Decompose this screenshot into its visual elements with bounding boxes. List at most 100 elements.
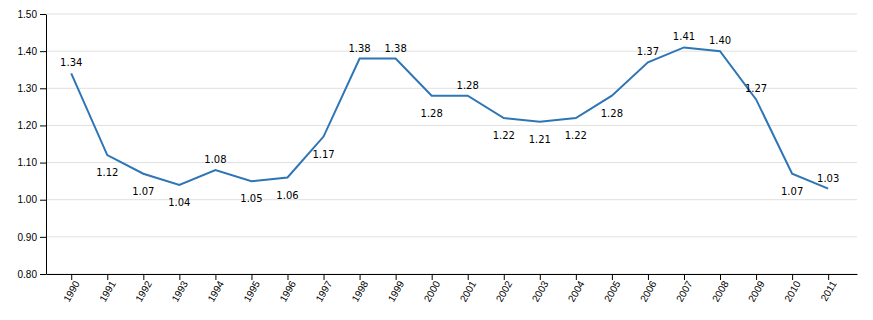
x-tick-label: 2001 (458, 279, 479, 304)
grid-line (46, 162, 857, 163)
x-tick-label: 2005 (602, 279, 623, 304)
x-tick: 1996 (277, 274, 298, 304)
x-tick: 2001 (458, 274, 479, 304)
y-axis-line (46, 15, 47, 275)
x-tick: 2007 (674, 274, 695, 304)
data-label: 1.38 (348, 43, 370, 54)
y-tick-label: 1.30 (18, 83, 38, 94)
data-label: 1.17 (312, 149, 334, 160)
x-tick-label: 1998 (350, 279, 371, 304)
data-label: 1.34 (60, 57, 82, 68)
y-tick: 1.20 (18, 120, 46, 131)
plot: 1990 1991 1992 1993 1994 1995 1996 1997 1998 1999… (18, 9, 858, 304)
x-tick-label: 2002 (494, 279, 515, 304)
x-tick: 1993 (169, 274, 190, 304)
data-label: 1.27 (745, 83, 767, 94)
y-tick-mark (40, 163, 46, 164)
x-tick: 1995 (241, 274, 262, 304)
y-tick-mark (40, 14, 46, 15)
x-tick-label: 1993 (169, 279, 190, 304)
x-tick: 2008 (710, 274, 731, 304)
x-tick-label: 1991 (97, 279, 118, 304)
data-label: 1.28 (601, 108, 623, 119)
x-tick: 1997 (314, 274, 335, 304)
y-tick: 0.90 (18, 232, 46, 243)
data-label: 1.05 (240, 193, 262, 204)
data-label: 1.21 (529, 134, 551, 145)
grid-line (46, 274, 857, 275)
x-tick-label: 2009 (746, 279, 767, 304)
data-labels: 1.34 1.12 1.07 1.04 1.08 1.05 1.06 1.17 1.38 1.38… (60, 31, 839, 208)
line (71, 47, 828, 188)
x-tick-label: 2008 (710, 279, 731, 304)
x-tick-label: 1995 (241, 279, 262, 304)
x-tick: 2004 (566, 274, 587, 304)
y-tick-label: 0.80 (18, 269, 38, 280)
x-tick: 1998 (350, 274, 371, 304)
y-tick-label: 0.90 (18, 232, 38, 243)
x-tick: 2005 (602, 274, 623, 304)
x-tick-label: 2010 (782, 279, 803, 304)
x-tick: 2002 (494, 274, 515, 304)
x-tick: 1994 (205, 274, 226, 304)
x-tick-label: 1996 (277, 279, 298, 304)
y-tick: 1.00 (18, 194, 46, 205)
x-tick: 1999 (386, 274, 407, 304)
y-tick-label: 1.10 (18, 157, 38, 168)
grid-line (46, 236, 857, 237)
y-tick-label: 1.40 (18, 46, 38, 57)
x-tick-label: 1997 (314, 279, 335, 304)
y-tick-mark (40, 88, 46, 89)
data-label: 1.07 (132, 186, 154, 197)
y-tick-label: 1.50 (18, 9, 38, 20)
x-axis-line (47, 274, 858, 275)
data-label: 1.28 (421, 108, 443, 119)
y-tick: 1.30 (18, 83, 46, 94)
x-tick: 2009 (746, 274, 767, 304)
marks (71, 47, 828, 188)
y-tick-mark (40, 274, 46, 275)
data-label: 1.28 (457, 80, 479, 91)
x-tick-label: 1990 (61, 279, 82, 304)
x-tick-label: 2004 (566, 279, 587, 304)
data-label: 1.38 (384, 43, 406, 54)
x-tick-label: 2007 (674, 279, 695, 304)
x-tick: 1990 (61, 274, 82, 304)
x-tick: 1992 (133, 274, 154, 304)
x-tick: 2003 (530, 274, 551, 304)
data-label: 1.40 (709, 35, 731, 46)
grid-line (46, 51, 857, 52)
data-label: 1.07 (781, 186, 803, 197)
data-label: 1.04 (168, 197, 190, 208)
grid-line (46, 88, 857, 89)
data-label: 1.08 (204, 154, 226, 165)
y-tick-label: 1.20 (18, 120, 38, 131)
x-tick: 2000 (422, 274, 443, 304)
x-tick-label: 1992 (133, 279, 154, 304)
y-tick-mark (40, 125, 46, 126)
x-tick-label: 2003 (530, 279, 551, 304)
x-tick: 2011 (819, 274, 839, 303)
data-label: 1.12 (96, 167, 118, 178)
y-tick: 0.80 (18, 269, 46, 280)
x-tick-label: 2011 (819, 279, 839, 304)
data-label: 1.37 (637, 46, 659, 57)
data-label: 1.06 (276, 190, 298, 201)
y-tick-mark (40, 51, 46, 52)
y-tick: 1.10 (18, 157, 46, 168)
x-tick-label: 1999 (386, 279, 407, 304)
x-tick-label: 2000 (422, 279, 443, 304)
y-tick: 1.50 (18, 9, 46, 20)
y-tick-mark (40, 237, 46, 238)
y-tick-mark (40, 200, 46, 201)
x-tick-label: 2006 (638, 279, 659, 304)
x-tick: 1991 (97, 274, 118, 304)
data-label: 1.41 (673, 31, 695, 42)
data-label: 1.22 (565, 130, 587, 141)
y-axis: 0.80 0.90 1.00 1.10 1.20 1.30 1.40 1.50 (18, 9, 47, 280)
x-axis: 1990 1991 1992 1993 1994 1995 1996 1997 1998 1999… (47, 274, 858, 304)
x-tick-label: 1994 (205, 279, 226, 304)
data-label: 1.22 (493, 130, 515, 141)
y-tick-label: 1.00 (18, 194, 38, 205)
x-tick: 2010 (782, 274, 803, 304)
